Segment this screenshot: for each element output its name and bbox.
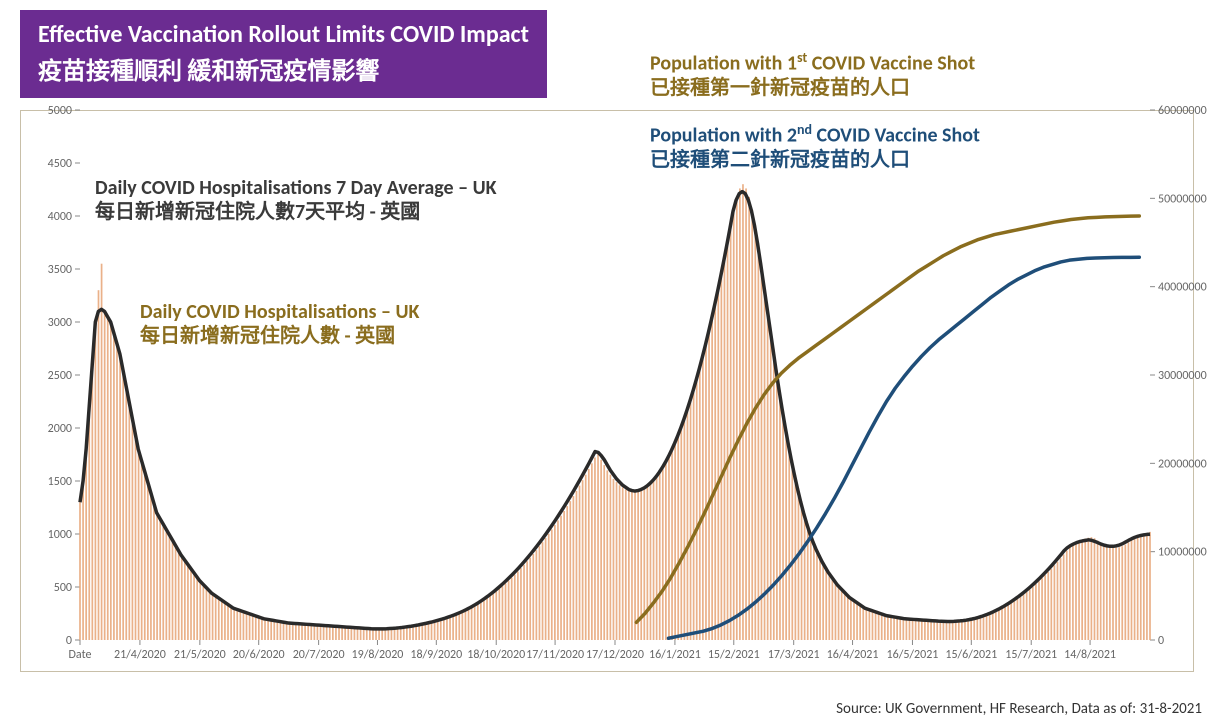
svg-text:19/8/2020: 19/8/2020 (352, 648, 404, 662)
svg-text:20/7/2020: 20/7/2020 (293, 648, 345, 662)
svg-text:2000: 2000 (48, 422, 72, 436)
chart-svg: 0 500 1000 1500 2000 2500 3000 3500 4000 4500 5000… (0, 0, 1212, 722)
svg-text:21/4/2020: 21/4/2020 (114, 648, 166, 662)
svg-text:60000000: 60000000 (1158, 104, 1207, 118)
annot-vax2-en: Population with 2nd COVID Vaccine Shot (650, 122, 980, 148)
svg-text:Date: Date (69, 648, 92, 662)
svg-text:14/8/2021: 14/8/2021 (1064, 648, 1116, 662)
svg-text:3500: 3500 (48, 263, 72, 277)
svg-text:10000000: 10000000 (1158, 546, 1207, 560)
annot-hosp-bars-zh: 每日新增新冠住院人數 - 英國 (140, 324, 419, 348)
svg-text:21/5/2020: 21/5/2020 (174, 648, 226, 662)
source-line: Source: UK Government, HF Research, Data… (836, 700, 1202, 718)
annot-vax2-zh: 已接種第二針新冠疫苗的人口 (650, 148, 980, 172)
svg-text:0: 0 (66, 634, 72, 648)
annot-hosp-bars: Daily COVID Hospitalisations – UK 每日新增新冠… (140, 300, 419, 348)
svg-text:15/7/2021: 15/7/2021 (1005, 648, 1057, 662)
svg-text:3000: 3000 (48, 316, 72, 330)
annot-hosp-bars-en: Daily COVID Hospitalisations – UK (140, 300, 419, 324)
svg-text:15/6/2021: 15/6/2021 (945, 648, 997, 662)
svg-text:20000000: 20000000 (1158, 457, 1207, 471)
svg-text:15/2/2021: 15/2/2021 (708, 648, 760, 662)
annot-hosp-7d-zh: 每日新增新冠住院人數7天平均 - 英國 (95, 200, 497, 224)
svg-text:18/9/2020: 18/9/2020 (410, 648, 462, 662)
annot-vax1-en: Population with 1st COVID Vaccine Shot (650, 50, 975, 76)
svg-text:20/6/2020: 20/6/2020 (233, 648, 285, 662)
svg-text:30000000: 30000000 (1158, 369, 1207, 383)
svg-text:1000: 1000 (48, 528, 72, 542)
annot-vax2: Population with 2nd COVID Vaccine Shot 已… (650, 122, 980, 172)
svg-text:1500: 1500 (48, 475, 72, 489)
svg-text:500: 500 (54, 581, 72, 595)
svg-text:4500: 4500 (48, 157, 72, 171)
svg-text:5000: 5000 (48, 104, 72, 118)
svg-text:0: 0 (1158, 634, 1164, 648)
svg-text:40000000: 40000000 (1158, 281, 1207, 295)
svg-text:16/5/2021: 16/5/2021 (887, 648, 939, 662)
svg-text:17/12/2020: 17/12/2020 (586, 648, 644, 662)
svg-text:50000000: 50000000 (1158, 192, 1207, 206)
svg-text:17/3/2021: 17/3/2021 (768, 648, 820, 662)
svg-text:16/1/2021: 16/1/2021 (649, 648, 701, 662)
annot-hosp-7d: Daily COVID Hospitalisations 7 Day Avera… (95, 176, 497, 224)
annot-vax1-zh: 已接種第一針新冠疫苗的人口 (650, 76, 975, 100)
annot-hosp-7d-en: Daily COVID Hospitalisations 7 Day Avera… (95, 176, 497, 200)
svg-text:16/4/2021: 16/4/2021 (827, 648, 879, 662)
annot-vax1: Population with 1st COVID Vaccine Shot 已… (650, 50, 975, 100)
svg-text:18/10/2020: 18/10/2020 (467, 648, 525, 662)
svg-text:4000: 4000 (48, 210, 72, 224)
svg-text:2500: 2500 (48, 369, 72, 383)
svg-text:17/11/2020: 17/11/2020 (526, 648, 584, 662)
